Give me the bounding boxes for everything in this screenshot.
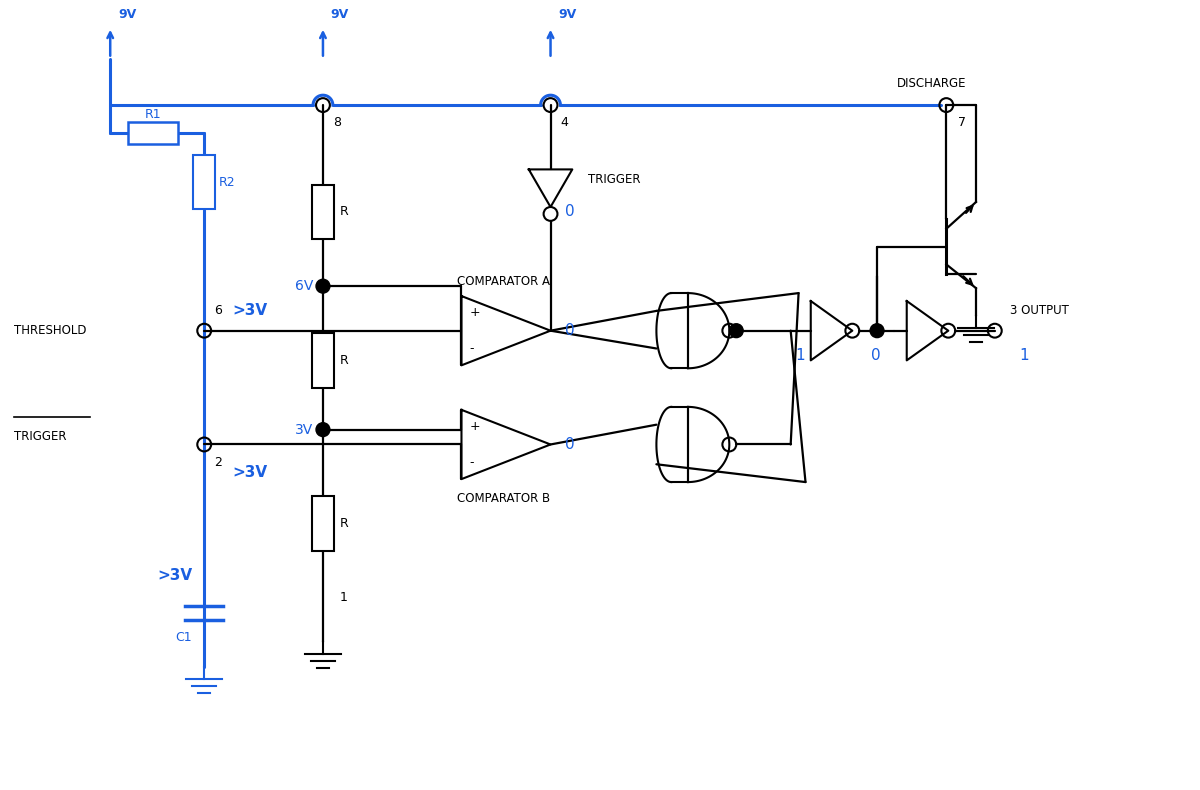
- Circle shape: [870, 324, 884, 337]
- Text: -: -: [469, 456, 474, 468]
- Text: R: R: [340, 517, 348, 530]
- Text: R: R: [340, 205, 348, 219]
- Text: 6V: 6V: [295, 279, 313, 293]
- Text: >3V: >3V: [232, 465, 268, 480]
- Text: R: R: [340, 354, 348, 367]
- Text: +: +: [469, 420, 480, 433]
- Text: 1: 1: [340, 592, 348, 604]
- Bar: [312, 496, 334, 551]
- Text: 1: 1: [1020, 348, 1030, 363]
- Text: 0: 0: [565, 323, 575, 338]
- Text: THRESHOLD: THRESHOLD: [14, 324, 86, 337]
- Text: 0: 0: [565, 205, 575, 220]
- Text: 8: 8: [332, 116, 341, 130]
- Text: TRIGGER: TRIGGER: [14, 430, 67, 443]
- Text: 9V: 9V: [558, 8, 577, 21]
- Text: 7: 7: [958, 116, 966, 130]
- Text: 0: 0: [565, 437, 575, 452]
- Text: C1: C1: [175, 631, 192, 644]
- Text: 4: 4: [560, 116, 569, 130]
- Text: R2: R2: [220, 175, 235, 189]
- Text: +: +: [469, 307, 480, 319]
- Text: COMPARATOR A: COMPARATOR A: [456, 275, 550, 288]
- Text: 2: 2: [214, 456, 222, 468]
- Text: 6: 6: [214, 304, 222, 318]
- Text: -: -: [469, 342, 474, 355]
- Text: 3V: 3V: [295, 423, 313, 437]
- Text: R1: R1: [144, 108, 161, 122]
- Circle shape: [316, 279, 330, 293]
- Text: >3V: >3V: [232, 303, 268, 318]
- Bar: [193, 155, 215, 209]
- Text: COMPARATOR B: COMPARATOR B: [456, 492, 550, 506]
- Text: 0: 0: [871, 348, 881, 363]
- Text: TRIGGER: TRIGGER: [588, 173, 641, 186]
- Text: 3 OUTPUT: 3 OUTPUT: [1009, 304, 1068, 318]
- Text: 9V: 9V: [331, 8, 349, 21]
- Text: 1: 1: [796, 348, 805, 363]
- Text: DISCHARGE: DISCHARGE: [896, 77, 966, 90]
- Bar: [312, 185, 334, 239]
- Circle shape: [730, 324, 743, 337]
- Bar: [312, 333, 334, 388]
- Text: 9V: 9V: [118, 8, 137, 21]
- Circle shape: [316, 423, 330, 437]
- Bar: [128, 122, 178, 144]
- Text: >3V: >3V: [157, 567, 192, 582]
